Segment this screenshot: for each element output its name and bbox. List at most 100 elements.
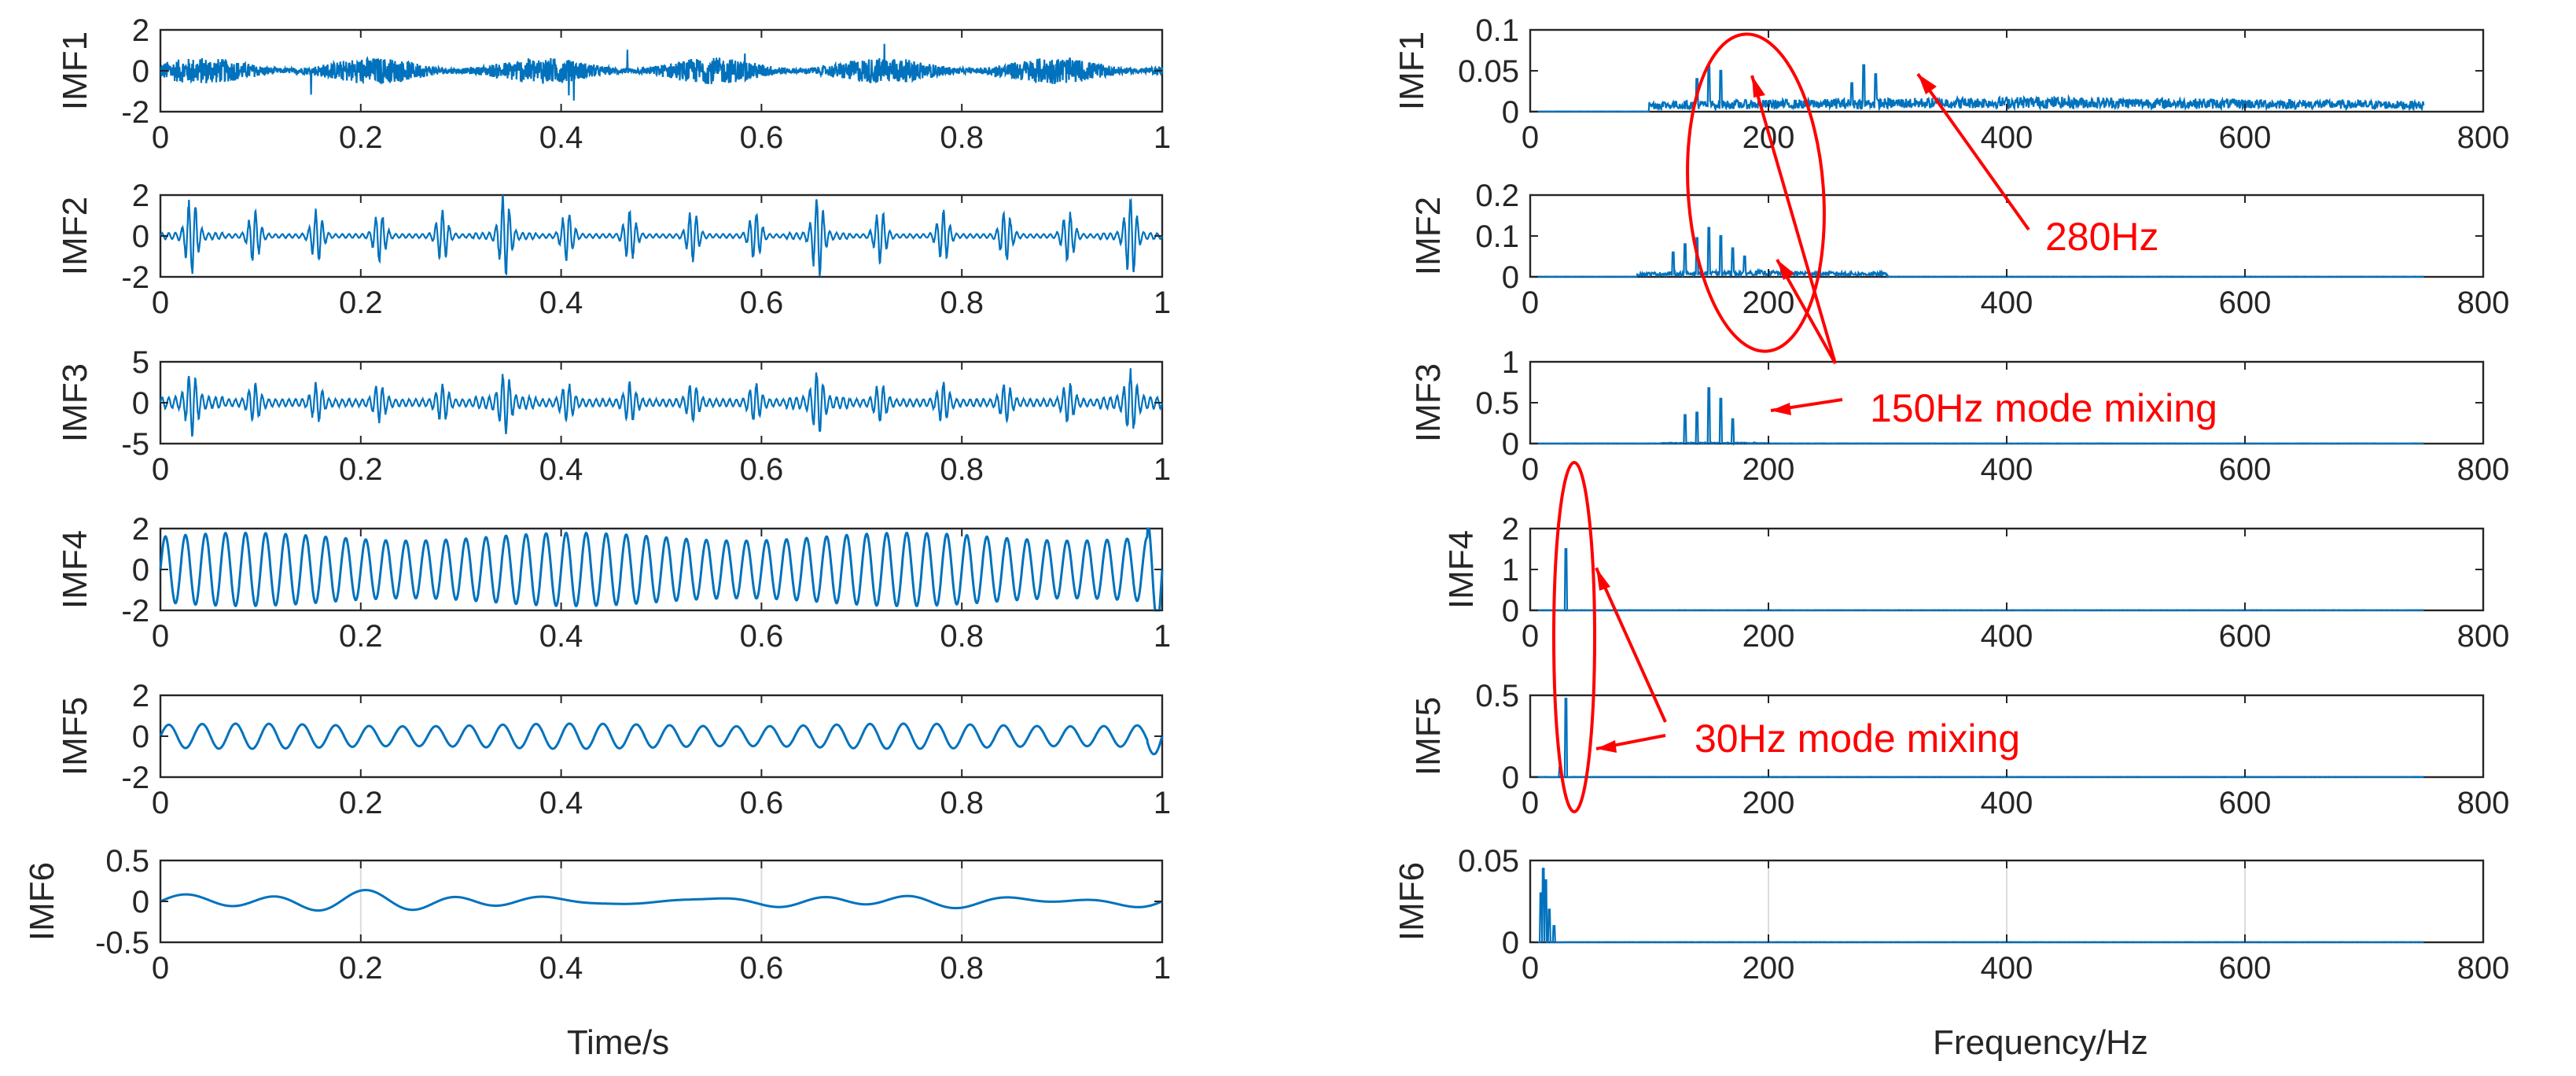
x-tick-label: 400	[1981, 286, 2033, 320]
x-tick-label: 1	[1154, 786, 1171, 820]
x-tick-label: 0.6	[740, 619, 784, 654]
x-tick-label: 600	[2219, 120, 2272, 155]
y-tick-label: 0	[1502, 761, 1519, 795]
y-tick-label: -2	[121, 260, 149, 295]
x-tick-label: 600	[2219, 452, 2272, 487]
x-tick-label: 0.8	[940, 452, 984, 487]
y-tick-label: 0	[132, 386, 149, 421]
x-tick-label: 1	[1154, 286, 1171, 320]
x-tick-label: 1	[1154, 619, 1171, 654]
y-tick-label: 1	[1502, 345, 1519, 380]
y-axis-label: IMF4	[56, 530, 94, 609]
y-axis-label: IMF3	[1409, 363, 1448, 442]
x-tick-label: 0.8	[940, 120, 984, 155]
y-tick-label: 0.05	[1458, 844, 1519, 879]
x-tick-label: 0	[152, 286, 169, 320]
y-tick-label: -5	[121, 427, 149, 462]
x-tick-label: 400	[1981, 452, 2033, 487]
y-tick-label: 0	[132, 219, 149, 254]
x-tick-label: 600	[2219, 786, 2272, 820]
x-tick-label: 0	[1522, 619, 1539, 654]
x-tick-label: 0.4	[539, 286, 583, 320]
y-tick-label: 2	[132, 13, 149, 48]
y-axis-label: IMF6	[1393, 862, 1431, 941]
axes-frame	[1530, 195, 2483, 277]
x-tick-label: 800	[2457, 951, 2510, 986]
y-axis-label: IMF5	[1409, 697, 1448, 776]
y-tick-label: -2	[121, 594, 149, 628]
x-tick-label: 400	[1981, 619, 2033, 654]
x-tick-label: 200	[1742, 286, 1795, 320]
x-tick-label: 0.6	[740, 286, 784, 320]
y-tick-label: 0.1	[1475, 219, 1519, 254]
x-tick-label: 1	[1154, 120, 1171, 155]
x-tick-label: 0	[1522, 286, 1539, 320]
x-tick-label: 0	[152, 452, 169, 487]
y-axis-label: IMF2	[1409, 197, 1448, 275]
x-tick-label: 600	[2219, 286, 2272, 320]
x-tick-label: 0.2	[339, 452, 383, 487]
x-tick-label: 800	[2457, 452, 2510, 487]
x-tick-label: 0.8	[940, 286, 984, 320]
time-axis-label: Time/s	[567, 1023, 669, 1062]
x-tick-label: 400	[1981, 786, 2033, 820]
y-tick-label: 0	[1502, 594, 1519, 628]
x-tick-label: 0	[1522, 120, 1539, 155]
y-tick-label: -0.5	[95, 926, 149, 960]
y-tick-label: 0	[132, 553, 149, 588]
x-tick-label: 0.4	[539, 786, 583, 820]
x-tick-label: 0.8	[940, 786, 984, 820]
y-tick-label: -2	[121, 761, 149, 795]
x-tick-label: 0	[152, 120, 169, 155]
y-axis-label: IMF4	[1442, 530, 1481, 609]
imf-decomposition-figure: 0 0.2 0.4 0.6 0.8 1-202IMF10 0.2 0.4 0.6 0.8 1-202…	[0, 0, 2576, 1076]
y-tick-label: 2	[1502, 512, 1519, 547]
x-tick-label: 400	[1981, 951, 2033, 986]
x-tick-label: 200	[1742, 951, 1795, 986]
axes-frame	[1530, 529, 2483, 610]
y-tick-label: 0	[132, 885, 149, 919]
y-tick-label: 0.05	[1458, 54, 1519, 89]
x-tick-label: 200	[1742, 452, 1795, 487]
annotation-30hz-mode-mixing: 30Hz mode mixing	[1695, 717, 2020, 761]
x-tick-label: 0.4	[539, 120, 583, 155]
x-tick-label: 0.6	[740, 120, 784, 155]
x-tick-label: 0	[152, 619, 169, 654]
y-axis-label: IMF1	[56, 31, 94, 110]
x-tick-label: 0	[152, 786, 169, 820]
x-tick-label: 200	[1742, 786, 1795, 820]
annotation-150hz-mode-mixing: 150Hz mode mixing	[1870, 386, 2217, 430]
x-tick-label: 0	[152, 951, 169, 986]
x-tick-label: 0.8	[940, 619, 984, 654]
x-tick-label: 800	[2457, 786, 2510, 820]
x-tick-label: 0.6	[740, 786, 784, 820]
annotation-280hz: 280Hz	[2045, 215, 2159, 259]
x-tick-label: 0.8	[940, 951, 984, 986]
y-tick-label: -2	[121, 95, 149, 130]
y-tick-label: 0	[1502, 427, 1519, 462]
x-tick-label: 200	[1742, 619, 1795, 654]
y-axis-label: IMF5	[56, 697, 94, 776]
y-tick-label: 0	[1502, 95, 1519, 130]
x-tick-label: 0	[1522, 951, 1539, 986]
time-subplot-imf4: 0 0.2 0.4 0.6 0.8 1-202IMF4	[56, 512, 1171, 654]
y-tick-label: 2	[132, 679, 149, 713]
y-tick-label: 0.2	[1475, 179, 1519, 213]
frequency-axis-label: Frequency/Hz	[1933, 1023, 2148, 1062]
x-tick-label: 0.2	[339, 619, 383, 654]
x-tick-label: 600	[2219, 619, 2272, 654]
y-tick-label: 0	[1502, 260, 1519, 295]
y-tick-label: 2	[132, 179, 149, 213]
x-tick-label: 1	[1154, 951, 1171, 986]
x-tick-label: 600	[2219, 951, 2272, 986]
freq-subplot-imf6: 0 200 400 600 800 0 0.05 IMF6	[1393, 844, 2509, 986]
x-tick-label: 0.2	[339, 786, 383, 820]
y-tick-label: 0	[132, 54, 149, 89]
x-tick-label: 800	[2457, 286, 2510, 320]
